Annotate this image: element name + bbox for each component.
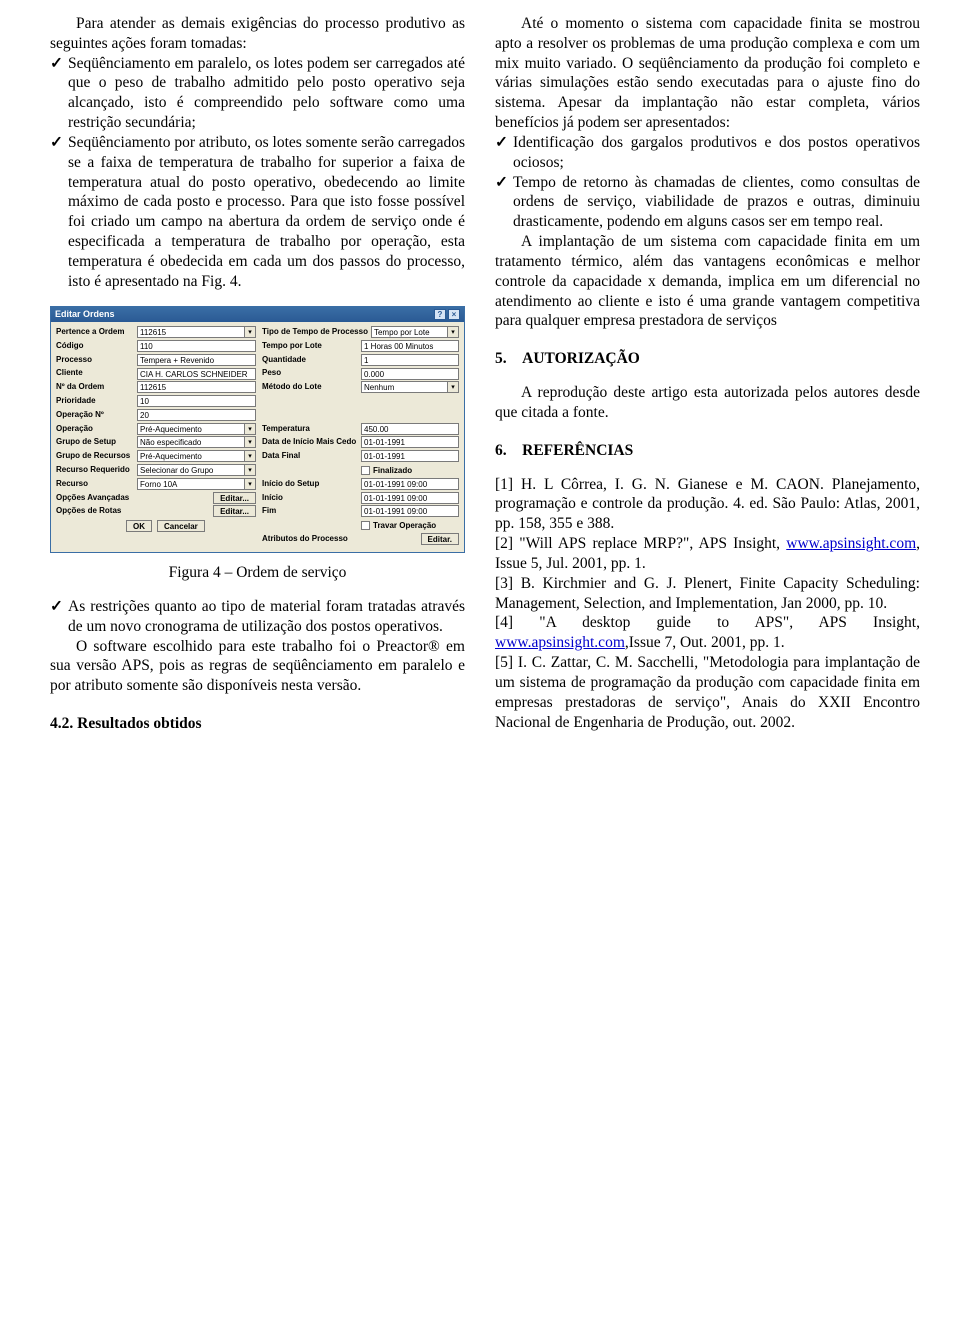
lbl-finalizado: Finalizado <box>373 465 412 476</box>
sec-5: 5. AUTORIZAÇÃO <box>495 349 920 369</box>
close-icon[interactable]: × <box>448 309 460 320</box>
fld-pertence[interactable]: 112615 <box>137 326 256 338</box>
dialog-titlebar: Editar Ordens ? × <box>51 307 464 323</box>
lbl-inisetup: Início do Setup <box>262 479 358 489</box>
lbl-dinicio: Data de Início Mais Cedo <box>262 437 358 447</box>
lbl-cliente: Cliente <box>56 368 134 378</box>
lbl-fim: Fim <box>262 506 358 516</box>
ref-4-link[interactable]: www.apsinsight.com <box>495 634 625 651</box>
bullet-beneficio-1: Identificação dos gargalos produtivos e … <box>495 133 920 173</box>
lbl-peso: Peso <box>262 368 358 378</box>
lbl-atribproc: Atributos do Processo <box>262 534 358 544</box>
fld-inisetup[interactable]: 01-01-1991 09:00 <box>361 478 459 490</box>
lbl-tempolote: Tempo por Lote <box>262 341 358 351</box>
lbl-recurso: Recurso <box>56 479 134 489</box>
sec-6: 6. REFERÊNCIAS <box>495 441 920 461</box>
ref-2-link[interactable]: www.apsinsight.com <box>786 535 916 552</box>
btn-ok[interactable]: OK <box>126 520 152 532</box>
lbl-qtd: Quantidade <box>262 355 358 365</box>
lbl-metlote: Método do Lote <box>262 382 358 392</box>
lbl-prioridade: Prioridade <box>56 396 134 406</box>
sec-4-2: 4.2. Resultados obtidos <box>50 714 465 734</box>
btn-editar-atrib[interactable]: Editar. <box>421 533 459 545</box>
lbl-codigo: Código <box>56 341 134 351</box>
lbl-operacao: Operação <box>56 424 134 434</box>
fld-processo[interactable]: Tempera + Revenido <box>137 354 256 366</box>
fld-tipotempo[interactable]: Tempo por Lote <box>371 326 459 338</box>
lbl-pertence: Pertence a Ordem <box>56 327 134 337</box>
lbl-inicio: Início <box>262 493 358 503</box>
fld-numordem[interactable]: 112615 <box>137 381 256 393</box>
lbl-grecursos: Grupo de Recursos <box>56 451 134 461</box>
chk-travar[interactable] <box>361 521 370 530</box>
ref-1: [1] H. L Côrrea, I. G. N. Gianese e M. C… <box>495 475 920 534</box>
lbl-recreq: Recurso Requerido <box>56 465 134 475</box>
fld-qtd[interactable]: 1 <box>361 354 459 366</box>
fld-inicio[interactable]: 01-01-1991 09:00 <box>361 492 459 504</box>
fld-recreq[interactable]: Selecionar do Grupo <box>137 464 256 476</box>
ref-3: [3] B. Kirchmier and G. J. Plenert, Fini… <box>495 574 920 614</box>
fld-operacao[interactable]: Pré-Aquecimento <box>137 423 256 435</box>
fld-fim[interactable]: 01-01-1991 09:00 <box>361 505 459 517</box>
para-autorizacao: A reprodução deste artigo esta autorizad… <box>495 383 920 423</box>
lbl-gsetup: Grupo de Setup <box>56 437 134 447</box>
btn-editar-opav[interactable]: Editar... <box>213 492 256 504</box>
btn-editar-oprotas[interactable]: Editar... <box>213 505 256 517</box>
fld-gsetup[interactable]: Não especificado <box>137 436 256 448</box>
bullet-seq-paralelo: Seqüênciamento em paralelo, os lotes pod… <box>50 54 465 133</box>
para-resultados: Até o momento o sistema com capacidade f… <box>495 14 920 133</box>
fld-metlote[interactable]: Nenhum <box>361 381 459 393</box>
ref-5: [5] I. C. Zattar, C. M. Sacchelli, "Meto… <box>495 653 920 732</box>
fld-codigo[interactable]: 110 <box>137 340 256 352</box>
bullet-beneficio-2: Tempo de retorno às chamadas de clientes… <box>495 173 920 232</box>
editar-ordens-dialog: Editar Ordens ? × Pertence a Ordem112615… <box>50 306 465 553</box>
intro-paragraph: Para atender as demais exigências do pro… <box>50 14 465 54</box>
figure-4-dialog: Editar Ordens ? × Pertence a Ordem112615… <box>50 306 465 553</box>
lbl-tipotempo: Tipo de Tempo de Processo <box>262 327 368 337</box>
lbl-dfinal: Data Final <box>262 451 358 461</box>
lbl-numordem: Nº da Ordem <box>56 382 134 392</box>
ref-2: [2] "Will APS replace MRP?", APS Insight… <box>495 534 920 574</box>
right-column: Até o momento o sistema com capacidade f… <box>495 14 920 1306</box>
btn-cancelar[interactable]: Cancelar <box>157 520 205 532</box>
para-implantacao: A implantação de um sistema com capacida… <box>495 232 920 331</box>
fld-cliente[interactable]: CIA H. CARLOS SCHNEIDER <box>137 368 256 380</box>
fld-grecursos[interactable]: Pré-Aquecimento <box>137 450 256 462</box>
fld-dinicio[interactable]: 01-01-1991 <box>361 436 459 448</box>
lbl-opav: Opções Avançadas <box>56 493 134 503</box>
lbl-processo: Processo <box>56 355 134 365</box>
fld-recurso[interactable]: Forno 10A <box>137 478 256 490</box>
bullet-restricoes: As restrições quanto ao tipo de material… <box>50 597 465 637</box>
fld-dfinal[interactable]: 01-01-1991 <box>361 450 459 462</box>
fld-opnum[interactable]: 20 <box>137 409 256 421</box>
help-icon[interactable]: ? <box>434 309 446 320</box>
bullet-seq-atributo: Seqüênciamento por atributo, os lotes so… <box>50 133 465 292</box>
left-column: Para atender as demais exigências do pro… <box>50 14 465 1306</box>
fld-prioridade[interactable]: 10 <box>137 395 256 407</box>
dialog-title-text: Editar Ordens <box>55 309 115 321</box>
figure-4-caption: Figura 4 – Ordem de serviço <box>50 563 465 583</box>
chk-finalizado[interactable] <box>361 466 370 475</box>
fld-temp[interactable]: 450.00 <box>361 423 459 435</box>
para-software: O software escolhido para este trabalho … <box>50 637 465 696</box>
fld-peso[interactable]: 0.000 <box>361 368 459 380</box>
lbl-temp: Temperatura <box>262 424 358 434</box>
fld-tempolote[interactable]: 1 Horas 00 Minutos <box>361 340 459 352</box>
ref-4: [4] "A desktop guide to APS", APS Insigh… <box>495 613 920 653</box>
lbl-oprotas: Opções de Rotas <box>56 506 134 516</box>
lbl-travar: Travar Operação <box>373 520 436 531</box>
lbl-opnum: Operação Nº <box>56 410 134 420</box>
